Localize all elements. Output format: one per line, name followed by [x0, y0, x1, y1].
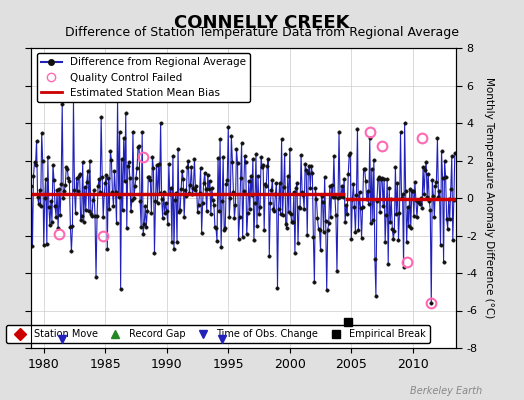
Text: CONNELLY CREEK: CONNELLY CREEK — [174, 14, 350, 32]
Text: Berkeley Earth: Berkeley Earth — [410, 386, 482, 396]
Y-axis label: Monthly Temperature Anomaly Difference (°C): Monthly Temperature Anomaly Difference (… — [484, 77, 494, 319]
Text: Difference of Station Temperature Data from Regional Average: Difference of Station Temperature Data f… — [65, 26, 459, 39]
Legend: Station Move, Record Gap, Time of Obs. Change, Empirical Break: Station Move, Record Gap, Time of Obs. C… — [6, 325, 430, 343]
